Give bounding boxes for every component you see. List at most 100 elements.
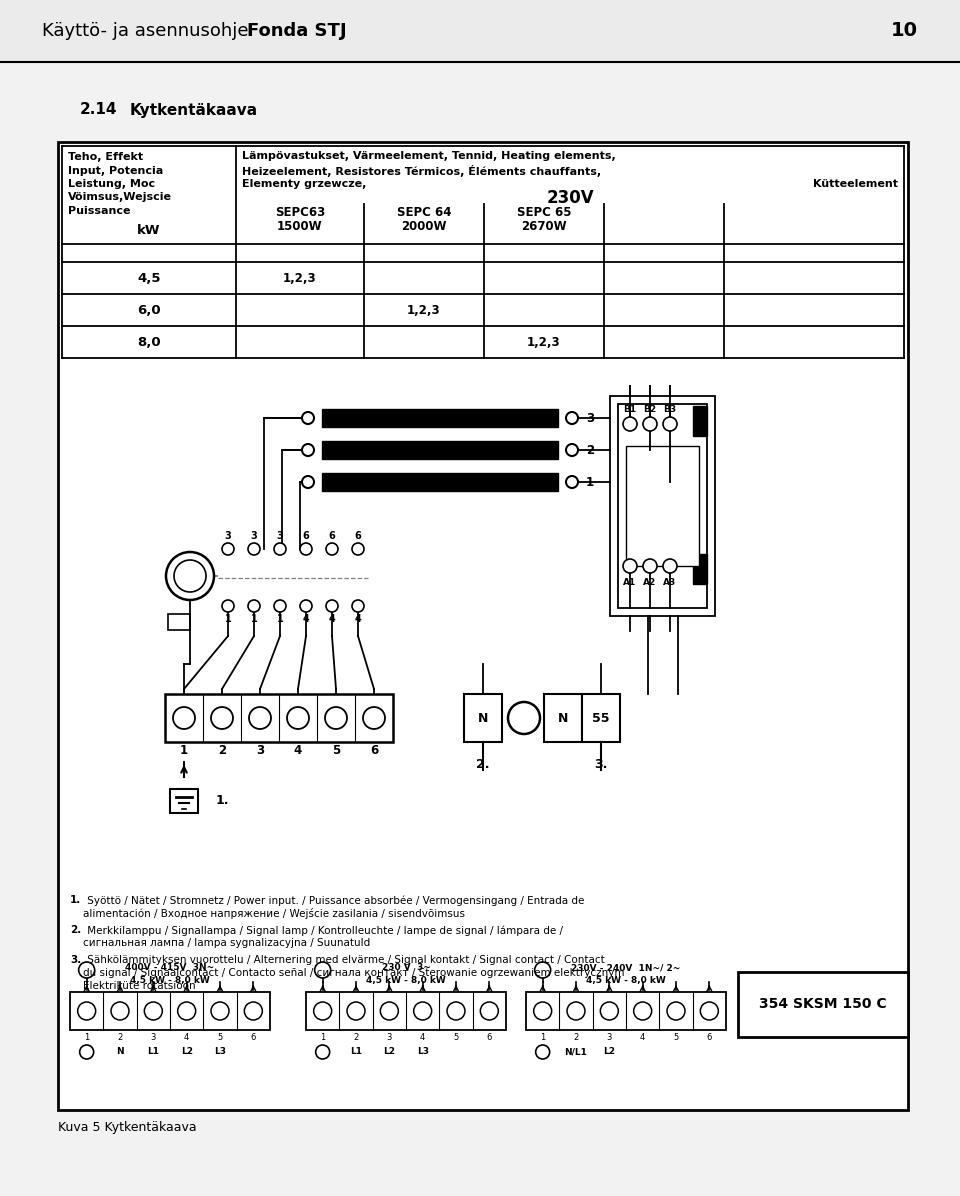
Circle shape <box>701 1002 718 1020</box>
Circle shape <box>302 444 314 456</box>
Text: сигнальная лампа / lampa sygnalizacyjna / Suunatuld: сигнальная лампа / lampa sygnalizacyjna … <box>70 938 371 948</box>
Text: 3: 3 <box>387 1032 392 1042</box>
Text: 1,2,3: 1,2,3 <box>527 336 561 348</box>
Text: 4,5 kW - 8,0 kW: 4,5 kW - 8,0 kW <box>131 976 210 984</box>
Text: 1: 1 <box>540 1032 545 1042</box>
Text: 2000W: 2000W <box>401 220 446 232</box>
Bar <box>526 991 726 1030</box>
Bar <box>693 554 707 584</box>
Circle shape <box>166 553 214 600</box>
Circle shape <box>567 1002 585 1020</box>
Text: 5: 5 <box>332 744 340 757</box>
Circle shape <box>326 543 338 555</box>
Text: 2.14: 2.14 <box>80 103 117 117</box>
Circle shape <box>315 962 330 978</box>
Circle shape <box>325 707 347 730</box>
Circle shape <box>79 962 95 978</box>
Text: 1: 1 <box>276 614 283 624</box>
Bar <box>582 694 620 742</box>
Bar <box>306 991 506 1030</box>
Circle shape <box>643 417 657 431</box>
Circle shape <box>600 1002 618 1020</box>
Bar <box>544 694 582 742</box>
Text: N: N <box>478 712 489 725</box>
Text: 1: 1 <box>84 1032 89 1042</box>
Text: 3: 3 <box>586 411 594 425</box>
Text: Kuva 5 Kytkentäkaava: Kuva 5 Kytkentäkaava <box>58 1122 197 1135</box>
Text: L2: L2 <box>180 1048 193 1056</box>
Text: 6: 6 <box>302 531 309 541</box>
Circle shape <box>363 707 385 730</box>
Bar <box>738 972 908 1037</box>
Text: 400V - 415V  3N~: 400V - 415V 3N~ <box>126 964 215 972</box>
Circle shape <box>352 600 364 612</box>
Bar <box>626 446 699 566</box>
Bar <box>464 694 502 742</box>
Text: 1: 1 <box>225 614 231 624</box>
Text: A3: A3 <box>663 578 677 587</box>
Text: Lämpövastukset, Värmeelement, Tennid, Heating elements,: Lämpövastukset, Värmeelement, Tennid, He… <box>242 151 615 161</box>
Circle shape <box>300 600 312 612</box>
Text: Leistung, Moc: Leistung, Moc <box>68 179 156 189</box>
Text: 2: 2 <box>353 1032 359 1042</box>
Text: N/L1: N/L1 <box>564 1048 588 1056</box>
Text: 2: 2 <box>586 444 594 457</box>
Text: L1: L1 <box>147 1048 159 1056</box>
Text: SEPC63: SEPC63 <box>275 206 325 219</box>
Circle shape <box>535 962 551 978</box>
Text: 6: 6 <box>328 531 335 541</box>
Bar <box>168 614 190 630</box>
Circle shape <box>447 1002 465 1020</box>
Circle shape <box>566 411 578 425</box>
Circle shape <box>173 707 195 730</box>
Bar <box>165 694 393 742</box>
Circle shape <box>222 600 234 612</box>
Text: 2: 2 <box>117 1032 123 1042</box>
Text: 3.: 3. <box>594 757 608 770</box>
Text: N: N <box>116 1048 124 1056</box>
Text: 3: 3 <box>251 531 257 541</box>
Circle shape <box>245 1002 262 1020</box>
Circle shape <box>287 707 309 730</box>
Text: 2.: 2. <box>70 925 82 935</box>
Text: 1.: 1. <box>70 895 82 905</box>
Circle shape <box>326 600 338 612</box>
Bar <box>322 409 558 427</box>
Circle shape <box>274 543 286 555</box>
Text: N: N <box>558 712 568 725</box>
Circle shape <box>249 707 271 730</box>
Text: L2: L2 <box>603 1048 615 1056</box>
Bar <box>70 991 270 1030</box>
Text: Kytkentäkaava: Kytkentäkaava <box>130 103 258 117</box>
Text: alimentación / Входное напряжение / Wejście zasilania / sisendvõimsus: alimentación / Входное напряжение / Wejś… <box>70 908 465 919</box>
Text: 55: 55 <box>592 712 610 725</box>
Text: 4: 4 <box>420 1032 425 1042</box>
Text: 230V - 240V  1N~/ 2~: 230V - 240V 1N~/ 2~ <box>571 964 681 972</box>
Text: L1: L1 <box>350 1048 362 1056</box>
Text: 4: 4 <box>302 614 309 624</box>
Circle shape <box>663 417 677 431</box>
Text: SEPC 64: SEPC 64 <box>396 206 451 219</box>
Circle shape <box>480 1002 498 1020</box>
Text: 1: 1 <box>251 614 257 624</box>
Text: 6: 6 <box>354 531 361 541</box>
Circle shape <box>643 559 657 573</box>
Circle shape <box>380 1002 398 1020</box>
Bar <box>618 404 707 608</box>
Circle shape <box>623 559 637 573</box>
Text: B3: B3 <box>663 405 677 415</box>
Circle shape <box>248 600 260 612</box>
Text: Fonda STJ: Fonda STJ <box>247 22 347 39</box>
Text: 4: 4 <box>354 614 361 624</box>
Text: 2: 2 <box>218 744 226 757</box>
Circle shape <box>414 1002 432 1020</box>
Circle shape <box>347 1002 365 1020</box>
Text: Kütteelement: Kütteelement <box>813 179 898 189</box>
Circle shape <box>534 1002 552 1020</box>
Text: Heizeelement, Resistores Térmicos, Éléments chauffants,: Heizeelement, Resistores Térmicos, Éléme… <box>242 165 601 177</box>
Text: Input, Potencia: Input, Potencia <box>68 165 163 176</box>
Circle shape <box>211 707 233 730</box>
Text: 5: 5 <box>217 1032 223 1042</box>
Text: L3: L3 <box>214 1048 226 1056</box>
Text: 6: 6 <box>487 1032 492 1042</box>
